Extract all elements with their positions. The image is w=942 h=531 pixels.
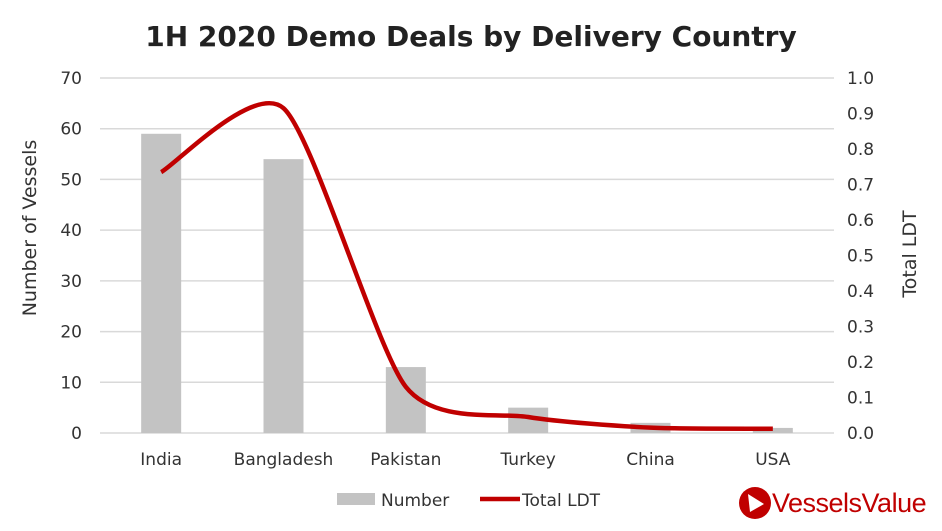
y-tick-label: 70 [60, 69, 82, 89]
y-tick-label: 10 [60, 373, 82, 393]
x-tick-label: Turkey [500, 450, 556, 470]
y-tick-label: 60 [60, 120, 82, 140]
legend-label-total-ldt: Total LDT [521, 491, 601, 511]
x-tick-label: Pakistan [370, 450, 441, 470]
y2-tick-label: 1.0 [847, 69, 874, 89]
x-tick-label: China [626, 450, 675, 470]
vesselsvalue-logo: VesselsValue [738, 486, 927, 520]
y-tick-label: 20 [60, 323, 82, 343]
y2-tick-label: 0.5 [847, 247, 874, 267]
series-line-total-ldt [159, 100, 773, 431]
y-tick-label: 30 [60, 272, 82, 292]
y-axis-label: Number of Vessels [19, 140, 41, 317]
y2-tick-label: 0.4 [847, 282, 874, 302]
y2-tick-label: 0.0 [847, 424, 874, 444]
y2-tick-label: 0.8 [847, 140, 874, 160]
logo-mark-icon [739, 487, 771, 519]
y2-tick-label: 0.6 [847, 211, 874, 231]
x-tick-label: USA [755, 450, 791, 470]
x-tick-label: Bangladesh [234, 450, 334, 470]
bar-india [141, 133, 182, 434]
x-tick-label: India [140, 450, 182, 470]
y2-tick-label: 0.2 [847, 353, 874, 373]
y-tick-label: 40 [60, 221, 82, 241]
legend: Number Total LDT [337, 491, 601, 511]
chart-title: 1H 2020 Demo Deals by Delivery Country [145, 20, 797, 53]
legend-label-number: Number [381, 491, 449, 511]
y2-tick-label: 0.3 [847, 318, 874, 338]
y2-tick-label: 0.9 [847, 105, 874, 125]
brand-name: VesselsValue [772, 487, 927, 518]
y-tick-label: 50 [60, 170, 82, 190]
y2-tick-label: 0.7 [847, 176, 874, 196]
y-tick-label: 0 [71, 424, 82, 444]
y2-tick-label: 0.1 [847, 389, 874, 409]
y2-axis-label: Total LDT [899, 210, 921, 299]
bar-usa [752, 427, 793, 433]
legend-swatch-number [337, 493, 375, 505]
bar-bangladesh [263, 159, 304, 433]
